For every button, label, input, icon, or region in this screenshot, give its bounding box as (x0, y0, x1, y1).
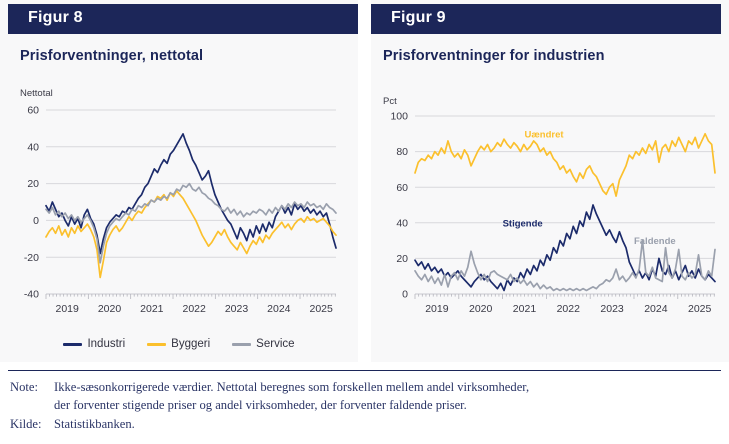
legend-swatch-industri (63, 342, 83, 346)
svg-text:2023: 2023 (600, 303, 624, 315)
chart-annotation: Stigende (503, 218, 543, 229)
svg-text:60: 60 (27, 105, 39, 117)
chart-right-svg: 0 20 40 60 80 100 2019 2020 2021 2022 2023 2024 2025… (390, 111, 716, 315)
svg-text:80: 80 (396, 146, 408, 158)
footer-note: Note: Ikke-sæsonkorrigerede værdier. Net… (10, 378, 722, 433)
svg-text:-20: -20 (24, 252, 39, 264)
svg-text:2022: 2022 (182, 303, 206, 315)
note-row: Note: Ikke-sæsonkorrigerede værdier. Net… (10, 378, 722, 396)
source-label: Kilde: (10, 416, 42, 431)
note-line-1: Ikke-sæsonkorrigerede værdier. Nettotal … (54, 380, 530, 394)
legend-label-byggeri: Byggeri (171, 338, 211, 350)
svg-text:2019: 2019 (55, 303, 79, 315)
figure-title-left: Prisforventninger, nettotal (20, 48, 204, 64)
note-label: Note: (10, 380, 38, 394)
figure-badge-label-left: Figur 8 (28, 9, 83, 26)
svg-text:-40: -40 (24, 289, 39, 301)
y-axis-unit-left: Nettotal (20, 88, 53, 99)
chart-left: -40 -20 0 20 40 60 2019 2020 2021 2022 2023 2024 202… (0, 100, 358, 338)
figure-badge-label-right: Figur 9 (391, 9, 446, 26)
legend-label-service: Service (256, 338, 295, 350)
figure-panel-left: Figur 8 Prisforventninger, nettotal Nett… (0, 0, 358, 362)
svg-text:20: 20 (27, 178, 39, 190)
chart-annotation: Faldende (634, 236, 676, 247)
svg-text:2024: 2024 (267, 303, 291, 315)
svg-text:2024: 2024 (644, 303, 668, 315)
legend-item-industri: Industri (63, 338, 125, 350)
svg-text:2023: 2023 (225, 303, 249, 315)
svg-text:40: 40 (27, 141, 39, 153)
y-axis-unit-right: Pct (383, 96, 397, 107)
chart-right: 0 20 40 60 80 100 2019 2020 2021 2022 2023 2024 2025… (371, 106, 729, 338)
svg-text:2025: 2025 (310, 303, 334, 315)
figure-badge-right: Figur 9 (371, 4, 721, 34)
svg-text:2020: 2020 (469, 303, 493, 315)
svg-text:60: 60 (396, 182, 408, 194)
legend-item-service: Service (232, 338, 295, 350)
legend-label-industri: Industri (87, 338, 126, 350)
legend-item-byggeri: Byggeri (147, 338, 210, 350)
chart-annotation: Uændret (524, 129, 564, 140)
chart-left-svg: -40 -20 0 20 40 60 2019 2020 2021 2022 2023 2024 202… (24, 105, 337, 315)
svg-text:100: 100 (390, 111, 408, 123)
svg-text:0: 0 (33, 215, 39, 227)
svg-text:2019: 2019 (425, 303, 449, 315)
svg-text:40: 40 (396, 217, 408, 229)
footer-divider (8, 370, 721, 371)
svg-text:20: 20 (396, 253, 408, 265)
svg-text:2021: 2021 (513, 303, 537, 315)
source-text: Statistikbanken. (54, 416, 135, 431)
svg-text:2020: 2020 (98, 303, 122, 315)
figure-title-right: Prisforventninger for industrien (383, 48, 605, 64)
svg-text:2022: 2022 (557, 303, 581, 315)
svg-text:2021: 2021 (140, 303, 164, 315)
figure-panel-right: Figur 9 Prisforventninger for industrien… (371, 0, 729, 362)
note-line-2: der forventer stigende priser og andel v… (54, 398, 467, 413)
source-row: Kilde: Statistikbanken. (10, 415, 722, 433)
svg-text:0: 0 (402, 289, 408, 301)
svg-text:2025: 2025 (688, 303, 712, 315)
legend-swatch-byggeri (147, 342, 167, 346)
legend-swatch-service (232, 342, 252, 346)
chart-legend: Industri Byggeri Service (0, 338, 358, 350)
figure-badge-left: Figur 8 (8, 4, 358, 34)
